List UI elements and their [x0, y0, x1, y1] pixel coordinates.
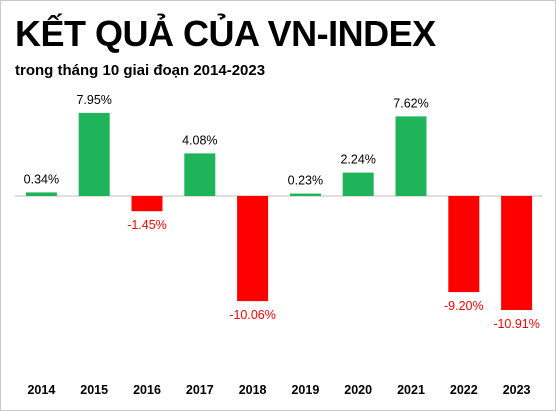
- bar-2015: [78, 112, 110, 196]
- bar-2020: [342, 172, 374, 196]
- data-label-2014: 0.34%: [24, 172, 59, 186]
- x-tick-label-2020: 2020: [344, 383, 372, 397]
- chart-subtitle: trong tháng 10 giai đoạn 2014-2023: [15, 62, 266, 79]
- x-tick-label-2021: 2021: [397, 383, 425, 397]
- x-tick-label-2018: 2018: [239, 383, 267, 397]
- x-tick-label-2022: 2022: [450, 383, 478, 397]
- bar-2022: [448, 196, 480, 293]
- chart-title: KẾT QUẢ CỦA VN-INDEX: [15, 13, 436, 54]
- data-label-2023: -10.91%: [493, 317, 540, 331]
- data-label-2017: 4.08%: [182, 133, 217, 147]
- x-tick-label-2014: 2014: [27, 383, 55, 397]
- x-tick-label-2023: 2023: [503, 383, 531, 397]
- bar-2016: [131, 196, 163, 212]
- x-tick-label-2016: 2016: [133, 383, 161, 397]
- data-label-2016: -1.45%: [127, 218, 167, 232]
- data-label-2019: 0.23%: [288, 174, 323, 188]
- bar-2019: [289, 193, 321, 196]
- bar-2021: [395, 116, 427, 196]
- bar-2018: [237, 196, 269, 302]
- bar-2014: [25, 192, 57, 196]
- bar-2017: [184, 153, 216, 196]
- bar-2023: [501, 196, 533, 310]
- x-tick-label-2015: 2015: [80, 383, 108, 397]
- data-label-2022: -9.20%: [444, 299, 484, 313]
- x-tick-label-2019: 2019: [291, 383, 319, 397]
- data-label-2020: 2.24%: [340, 153, 375, 167]
- data-label-2018: -10.06%: [229, 308, 276, 322]
- x-tick-label-2017: 2017: [186, 383, 214, 397]
- data-label-2021: 7.62%: [393, 96, 428, 110]
- data-label-2015: 7.95%: [76, 93, 111, 107]
